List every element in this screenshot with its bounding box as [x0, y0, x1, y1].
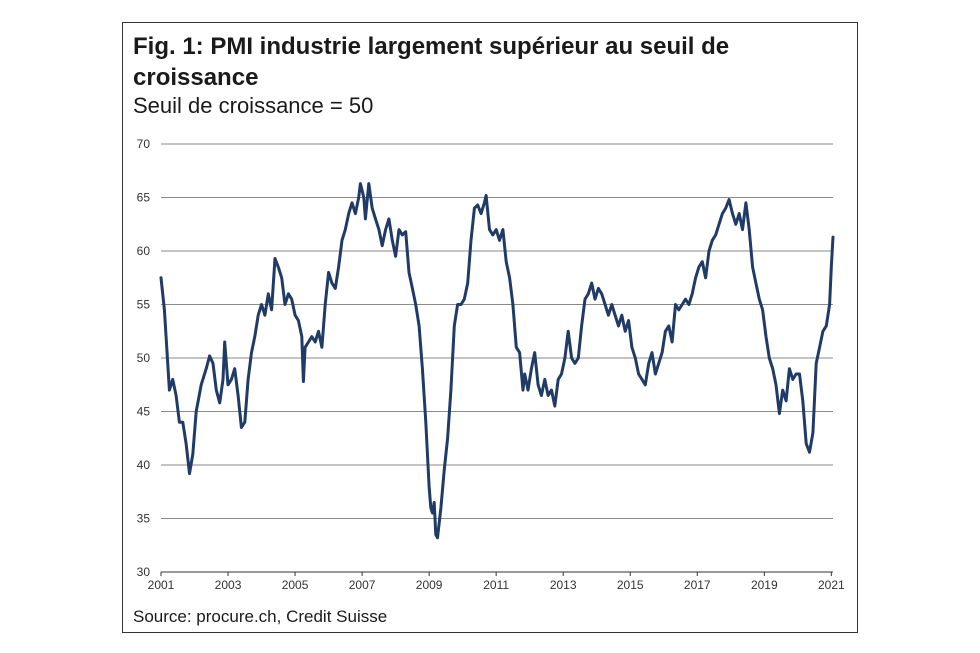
y-tick-label: 65 — [137, 191, 151, 205]
x-tick-label: 2005 — [282, 578, 309, 592]
y-tick-label: 50 — [137, 351, 151, 365]
x-tick-label: 2009 — [416, 578, 443, 592]
gridlines — [161, 143, 833, 573]
y-tick-label: 70 — [137, 137, 151, 151]
chart-title: Fig. 1: PMI industrie largement supérieu… — [133, 33, 730, 91]
x-tick-label: 2003 — [215, 578, 242, 592]
x-tick-label: 2021 — [818, 578, 845, 592]
x-tick-label: 2007 — [349, 578, 376, 592]
chart-subtitle: Seuil de croissance = 50 — [133, 93, 374, 118]
x-tick-label: 2017 — [684, 578, 711, 592]
y-axis: 30 35 40 45 50 55 60 65 70 — [137, 137, 151, 579]
series-line-0 — [159, 182, 835, 540]
chart-source: Source: procure.ch, Credit Suisse — [133, 607, 388, 626]
y-tick-label: 55 — [137, 298, 151, 312]
chart-frame: Fig. 1: PMI industrie largement supérieu… — [122, 22, 858, 633]
x-tick-label: 2011 — [483, 578, 509, 592]
series-group — [159, 182, 835, 540]
x-tick-label: 2019 — [751, 578, 778, 592]
y-tick-label: 45 — [137, 405, 151, 419]
y-tick-label: 60 — [137, 244, 151, 258]
y-tick-label: 35 — [137, 512, 151, 526]
y-tick-label: 30 — [137, 565, 151, 579]
y-tick-label: 40 — [137, 458, 151, 472]
x-tick-label: 2001 — [148, 578, 175, 592]
x-axis: 2001 2003 2005 2007 2009 2011 2013 2015 2017 2019… — [148, 572, 845, 592]
x-tick-label: 2015 — [617, 578, 644, 592]
x-tick-label: 2013 — [550, 578, 577, 592]
